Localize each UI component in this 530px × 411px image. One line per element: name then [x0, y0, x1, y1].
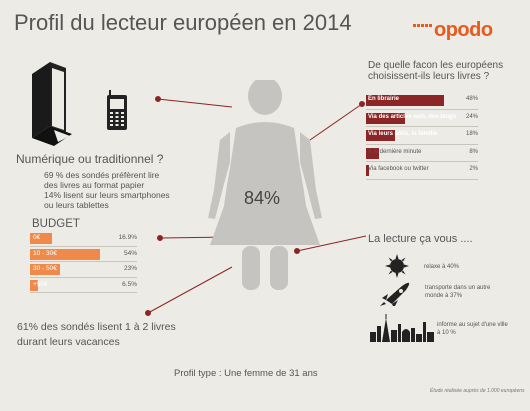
- choice-label: A la dernière minute: [368, 148, 422, 155]
- brand-dots: [413, 24, 432, 27]
- budget-value: 54%: [123, 249, 137, 257]
- choice-heading-line: choisissent-ils leurs livres ?: [368, 71, 490, 82]
- lecture-transporte-line: transporte dans un autre: [425, 285, 491, 291]
- woman-percentage: 84%: [244, 188, 281, 208]
- choice-bar: [366, 147, 379, 159]
- budget-label: +50€: [33, 280, 48, 288]
- vacances-line: 61% des sondés lisent 1 à 2 livres: [17, 321, 176, 333]
- choice-row: En librairie 48%: [366, 95, 478, 110]
- lecture-transporte-line: monde à 37%: [425, 293, 463, 299]
- choice-heading: De quelle facon les européens choisissen…: [368, 60, 518, 82]
- budget-row: +50€ 6.5%: [30, 279, 137, 293]
- budget-heading: BUDGET: [32, 218, 80, 230]
- numerique-line: 69 % des sondés préfèrent lire: [44, 170, 160, 180]
- sun-icon: [385, 254, 409, 278]
- budget-label: 30 - 50€: [33, 265, 57, 272]
- budget-list: 0€ 16.9% 10 - 30€ 54% 30 - 50€ 23% +50€ …: [30, 233, 137, 295]
- budget-bar: [30, 233, 52, 244]
- budget-value: 6.5%: [122, 280, 137, 288]
- choice-row: Via leurs amis, la famille 18%: [366, 130, 478, 145]
- brand-name: opodo: [434, 18, 493, 41]
- choice-value: 8%: [469, 148, 478, 155]
- numerique-line: des livres au format papier: [44, 180, 145, 190]
- lecture-informe-line: informe au sujet d'une ville: [437, 322, 508, 328]
- numerique-line: 14% lisent sur leurs smartphones: [44, 190, 170, 200]
- numerique-text: 69 % des sondés préfèrent lire des livre…: [44, 170, 184, 210]
- budget-row: 10 - 30€ 54%: [30, 248, 137, 262]
- choice-bar: [366, 165, 370, 176]
- choice-row: A la dernière minute 8%: [366, 147, 478, 162]
- choice-bar: [366, 112, 405, 124]
- choice-bar: [366, 130, 396, 141]
- budget-label: 0€: [33, 234, 41, 241]
- rocket-icon: [380, 282, 410, 306]
- book-icon: [32, 62, 72, 146]
- lecture-informe: informe au sujet d'une ville à 10 %: [437, 321, 508, 337]
- budget-bar: [30, 248, 100, 260]
- budget-label: 10 - 30€: [33, 249, 57, 257]
- choice-label: Via facebook ou twitter: [368, 166, 429, 172]
- choice-bar: [366, 95, 444, 106]
- choice-label: Via des articles web, des blogs: [368, 113, 457, 120]
- choice-heading-line: De quelle facon les européens: [368, 60, 504, 71]
- choice-value: 48%: [465, 96, 478, 102]
- choice-row: Via facebook ou twitter 2%: [366, 165, 478, 180]
- profil-type: Profil type : Une femme de 31 ans: [174, 368, 318, 379]
- choice-value: 18%: [465, 131, 478, 137]
- vacances-line: durant leurs vacances: [17, 336, 120, 348]
- choice-label: En librairie: [368, 96, 400, 102]
- budget-bar: [30, 279, 39, 291]
- choice-label: Via leurs amis, la famille: [368, 131, 438, 137]
- city-skyline-icon: [370, 314, 434, 342]
- brand-logo: opodo: [413, 18, 493, 42]
- budget-row: 30 - 50€ 23%: [30, 264, 137, 278]
- choice-value: 2%: [469, 166, 478, 172]
- footer-note: Étude réalisée auprès de 1.000 européens: [430, 388, 525, 394]
- choice-value: 24%: [465, 113, 478, 120]
- budget-bar: [30, 264, 60, 275]
- numerique-line: ou leurs tablettes: [44, 200, 109, 210]
- budget-value: 23%: [123, 265, 137, 272]
- lecture-informe-line: à 10 %: [437, 330, 456, 336]
- lecture-transporte: transporte dans un autre monde à 37%: [425, 284, 490, 300]
- lecture-heading: La lecture ça vous ....: [368, 233, 473, 245]
- budget-row: 0€ 16.9%: [30, 233, 137, 247]
- mobile-phone-icon: [107, 90, 127, 130]
- lecture-relaxe: relaxe à 40%: [424, 264, 460, 270]
- numerique-heading: Numérique ou traditionnel ?: [16, 152, 164, 166]
- page-title: Profil du lecteur européen en 2014: [14, 10, 352, 35]
- budget-value: 16.9%: [118, 234, 137, 241]
- woman-silhouette-icon: [208, 80, 322, 290]
- choice-list: En librairie 48% Via des articles web, d…: [366, 95, 478, 183]
- vacances-text: 61% des sondés lisent 1 à 2 livres duran…: [17, 320, 217, 350]
- choice-row: Via des articles web, des blogs 24%: [366, 112, 478, 127]
